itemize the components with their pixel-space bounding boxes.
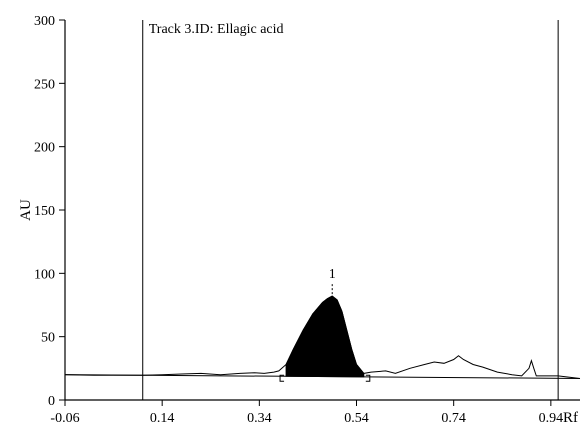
y-axis-ticks: 0 50 100 150 200 250 300	[34, 14, 65, 409]
peak-start-bracket	[279, 374, 285, 382]
x-tick-label: 0.14	[150, 411, 175, 426]
x-tick-label: -0.06	[50, 411, 79, 426]
chart-title: Track 3.ID: Ellagic acid	[149, 22, 284, 37]
y-tick-label: 250	[34, 77, 55, 92]
peak-fill	[285, 295, 365, 378]
x-tick-label: 0.74	[441, 411, 466, 426]
y-tick-label: 150	[34, 204, 55, 219]
y-axis-title: AU	[18, 199, 34, 221]
y-tick-label: 0	[48, 394, 55, 409]
x-axis-title: Rf	[563, 410, 578, 426]
peak-layer	[279, 284, 371, 382]
x-tick-label: 0.94	[539, 411, 564, 426]
peak-end-bracket	[365, 374, 371, 382]
y-tick-label: 50	[41, 331, 55, 346]
peak-label: 1	[329, 267, 336, 282]
x-tick-label: 0.34	[247, 411, 272, 426]
x-tick-label: 0.54	[344, 411, 369, 426]
y-tick-label: 300	[34, 14, 55, 29]
x-axis-ticks: -0.06 0.14 0.34 0.54 0.74 0.94 Rf	[50, 400, 578, 426]
y-tick-label: 200	[34, 141, 55, 156]
y-tick-label: 100	[34, 267, 55, 282]
